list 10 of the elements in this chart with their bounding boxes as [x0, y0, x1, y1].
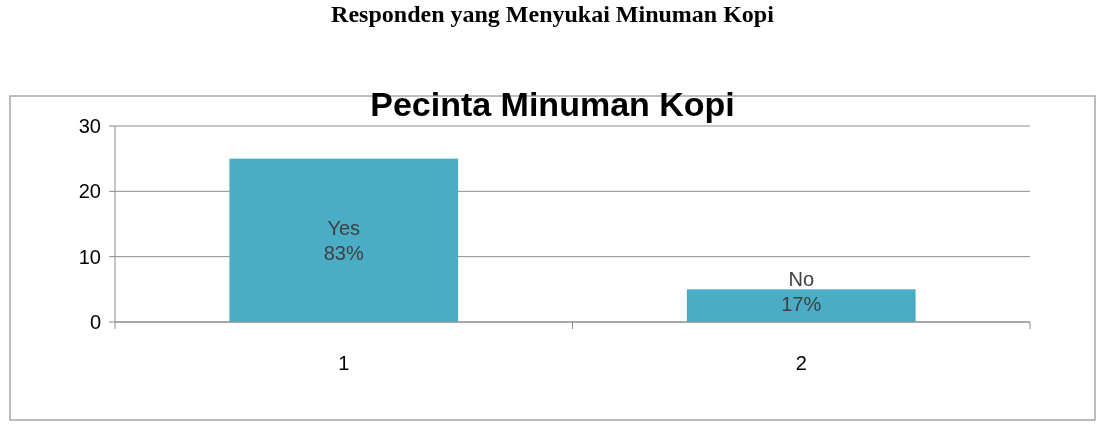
y-tick-label: 20 [78, 180, 101, 203]
x-tick-label: 1 [338, 352, 350, 374]
data-label: Yes 83% [323, 216, 364, 264]
x-tick-label: 2 [795, 352, 807, 374]
y-tick-label: 30 [78, 115, 101, 137]
chart-title: Pecinta Minuman Kopi [370, 85, 735, 123]
y-tick-label: 10 [78, 245, 101, 268]
text: Responden yang Menyukai Minuman Kopi [331, 1, 775, 27]
y-tick-label: 0 [89, 311, 101, 333]
data-label: No 17% [781, 267, 822, 315]
